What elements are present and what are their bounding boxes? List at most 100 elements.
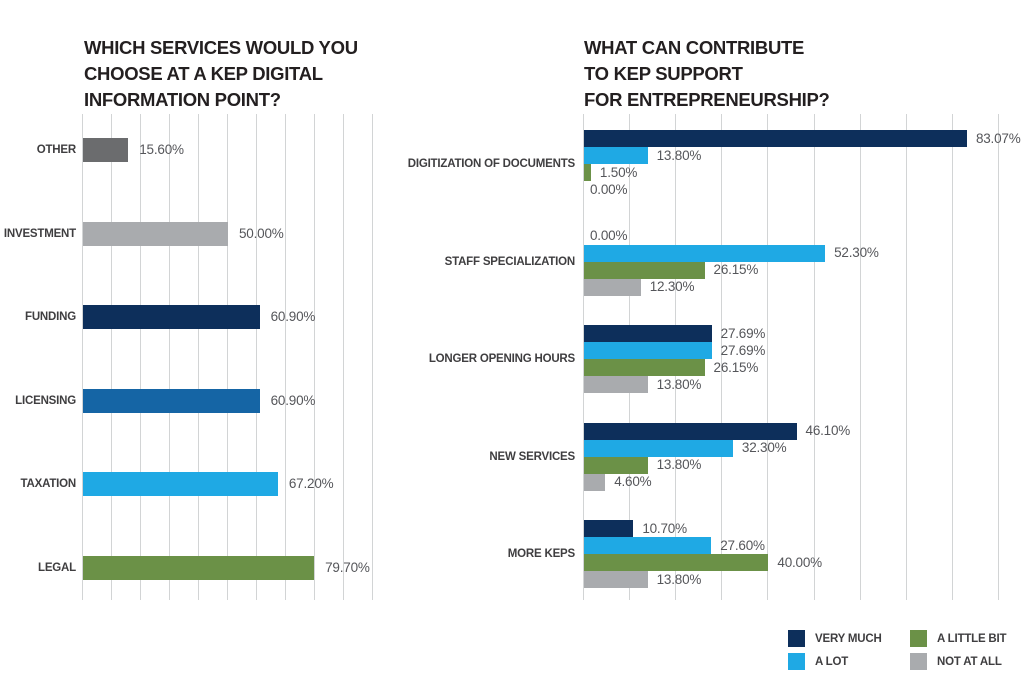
bar-very-much — [584, 422, 797, 440]
category-label-new-services: NEW SERVICES — [489, 450, 575, 463]
bar-a-lot — [584, 244, 826, 262]
left-gridline — [285, 114, 286, 600]
legend-swatch-a-little-bit — [910, 630, 927, 647]
bar-very-much — [584, 130, 967, 147]
value-label: 10.70% — [642, 520, 687, 536]
bar-a-lot — [584, 439, 733, 457]
value-label: 50.00% — [239, 225, 284, 241]
bar-a-little-bit — [584, 359, 705, 376]
value-label: 1.50% — [599, 164, 638, 180]
bar-a-lot — [584, 537, 712, 554]
category-label-taxation: TAXATION — [20, 478, 77, 490]
right-chart-title-line2: TO KEP SUPPORT — [584, 63, 743, 85]
bar-legal — [83, 555, 315, 580]
category-label-licensing: LICENSING — [15, 394, 76, 407]
legend-label-not-at-all: NOT AT ALL — [937, 655, 1002, 668]
right-gridline — [721, 114, 722, 600]
bar-not-at-all — [584, 376, 648, 393]
left-chart-title-line1: WHICH SERVICES WOULD YOU — [84, 37, 358, 59]
value-label: 83.07% — [975, 130, 1021, 146]
left-gridline — [314, 114, 315, 600]
bar-investment — [83, 221, 228, 246]
value-label: 60.90% — [270, 309, 316, 324]
category-label-longer-opening-hours: LONGER OPENING HOURS — [428, 353, 575, 365]
value-label: 60.90% — [270, 392, 316, 408]
category-label-more-keps: MORE KEPS — [507, 548, 575, 560]
value-label: 32.30% — [741, 440, 787, 455]
right-gridline — [583, 114, 584, 600]
category-label-funding: FUNDING — [25, 311, 76, 323]
left-chart-title-line3: INFORMATION POINT? — [84, 89, 281, 111]
bar-very-much — [584, 520, 634, 537]
value-label: 52.30% — [834, 245, 879, 260]
value-label: 79.70% — [325, 559, 370, 575]
left-gridline — [227, 114, 228, 600]
bar-a-little-bit — [584, 554, 769, 571]
value-label: 26.15% — [713, 359, 759, 375]
left-chart-title: WHICH SERVICES WOULD YOU CHOOSE AT A KEP… — [84, 35, 358, 113]
right-gridline — [814, 114, 815, 600]
left-gridline — [372, 114, 373, 600]
value-label: 13.80% — [656, 376, 702, 392]
value-label: 15.60% — [139, 142, 184, 157]
legend-swatch-not-at-all — [910, 653, 927, 670]
value-label: 4.60% — [614, 474, 652, 489]
category-label-staff-specialization: STAFF SPECIALIZATION — [444, 255, 576, 268]
legend-swatch-very-much — [788, 630, 805, 647]
left-gridline — [82, 114, 83, 600]
bar-not-at-all — [584, 473, 606, 491]
category-label-other: OTHER — [36, 144, 76, 156]
right-chart-title-line3: FOR ENTREPRENEURSHIP? — [584, 89, 830, 111]
value-label: 46.10% — [805, 423, 851, 438]
bar-a-little-bit — [584, 164, 591, 181]
bar-a-little-bit — [584, 456, 648, 474]
left-chart-title-line2: CHOOSE AT A KEP DIGITAL — [84, 63, 323, 85]
bar-funding — [83, 305, 260, 329]
right-gridline — [860, 114, 861, 600]
left-gridline — [140, 114, 141, 600]
left-gridline — [343, 114, 344, 600]
right-gridline — [998, 114, 999, 600]
value-label: 27.69% — [720, 342, 766, 358]
value-label: 26.15% — [713, 262, 759, 277]
legend-label-very-much: VERY MUCH — [815, 632, 882, 645]
bar-a-lot — [584, 342, 712, 359]
bar-taxation — [83, 472, 278, 496]
legend-item-very-much: VERY MUCH — [788, 630, 882, 647]
value-label: 0.00% — [590, 181, 628, 197]
right-gridline — [952, 114, 953, 600]
bar-other — [83, 138, 129, 162]
value-label: 27.69% — [720, 325, 766, 341]
bar-a-little-bit — [584, 261, 705, 279]
left-gridline — [111, 114, 112, 600]
left-gridline — [198, 114, 199, 600]
left-gridline — [256, 114, 257, 600]
right-gridline — [767, 114, 768, 600]
bar-very-much — [584, 325, 712, 342]
legend-item-a-little-bit: A LITTLE BIT — [910, 630, 1007, 647]
value-label: 13.80% — [656, 457, 702, 472]
left-gridline — [169, 114, 170, 600]
right-chart-title: WHAT CAN CONTRIBUTE TO KEP SUPPORT FOR E… — [584, 35, 830, 113]
value-label: 40.00% — [777, 554, 822, 570]
category-label-digitization-of-documents: DIGITIZATION OF DOCUMENTS — [407, 158, 575, 170]
legend-label-a-little-bit: A LITTLE BIT — [937, 632, 1007, 645]
legend-item-a-lot: A LOT — [788, 653, 848, 670]
right-chart-title-line1: WHAT CAN CONTRIBUTE — [584, 37, 805, 59]
bar-a-lot — [584, 147, 648, 164]
legend-swatch-a-lot — [788, 653, 805, 670]
value-label: 13.80% — [656, 571, 702, 587]
value-label: 12.30% — [649, 279, 695, 294]
bar-not-at-all — [584, 571, 648, 588]
right-gridline — [906, 114, 907, 600]
value-label: 27.60% — [720, 537, 765, 553]
value-label: 0.00% — [590, 228, 628, 243]
legend-item-not-at-all: NOT AT ALL — [910, 653, 1002, 670]
value-label: 13.80% — [656, 147, 702, 163]
bar-licensing — [83, 388, 260, 413]
bar-not-at-all — [584, 278, 641, 296]
value-label: 67.20% — [288, 476, 334, 491]
category-label-investment: INVESTMENT — [3, 227, 76, 240]
category-label-legal: LEGAL — [38, 561, 76, 574]
